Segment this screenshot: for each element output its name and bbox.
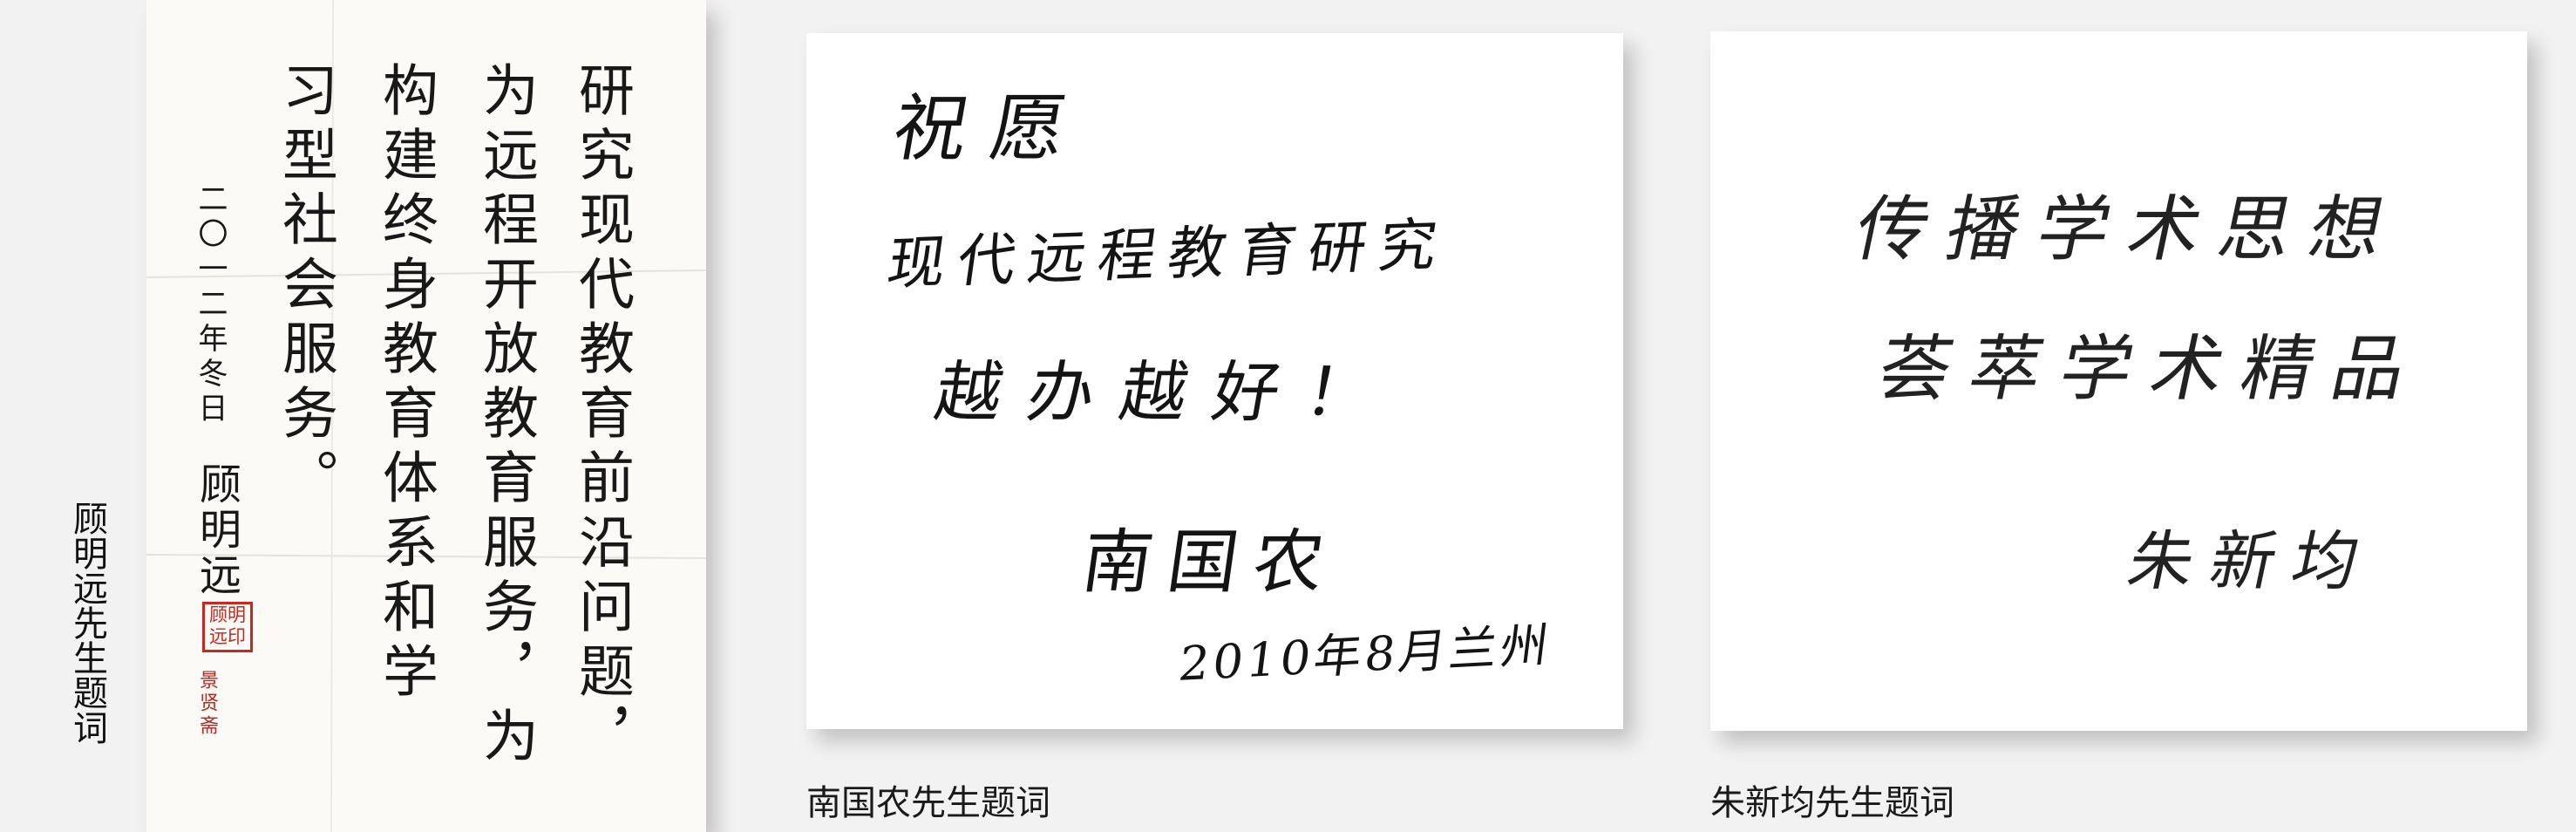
inscription-line-2: 现代远程教育研究 xyxy=(883,210,1454,298)
inscription-line-1: 祝愿 xyxy=(887,85,1098,171)
paper-fold-lines xyxy=(146,0,707,832)
red-seal: 顾明远印 xyxy=(202,602,253,652)
inscription-line-3: 越办越好！ xyxy=(929,353,1405,431)
signature: 顾明远 xyxy=(192,462,241,598)
signature: 朱新均 xyxy=(2121,524,2383,599)
calligraphy-column-4: 习型社会服务。 xyxy=(273,61,337,513)
date-inscription: 二〇一二年冬日 xyxy=(193,183,228,427)
calligraphy-column-1: 研究现代教育前沿问题， xyxy=(569,61,634,771)
small-stamp: 景贤斋 xyxy=(196,670,218,738)
date-inscription: 2010年8月兰州 xyxy=(1175,617,1555,692)
caption-nan: 南国农先生题词 xyxy=(806,783,1050,823)
caption-zhu: 朱新均先生题词 xyxy=(1710,783,1954,823)
calligraphy-column-2: 为远程开放教育服务，为 xyxy=(473,61,538,771)
inscription-line-1: 传播学术思想 xyxy=(1848,188,2410,271)
signature: 南国农 xyxy=(1077,522,1345,603)
inscription-line-2: 荟萃学术精品 xyxy=(1871,328,2433,411)
calligraphy-column-3: 构建终身教育体系和学 xyxy=(373,61,438,706)
calligraphy-panel-gu: 研究现代教育前沿问题， 为远程开放教育服务，为 构建终身教育体系和学 习型社会服… xyxy=(146,0,707,832)
calligraphy-panel-zhu: 传播学术思想 荟萃学术精品 朱新均 xyxy=(1710,31,2527,731)
caption-gu: 顾明远先生题词 xyxy=(67,501,107,745)
calligraphy-panel-nan: 祝愿 现代远程教育研究 越办越好！ 南国农 2010年8月兰州 xyxy=(806,33,1623,729)
